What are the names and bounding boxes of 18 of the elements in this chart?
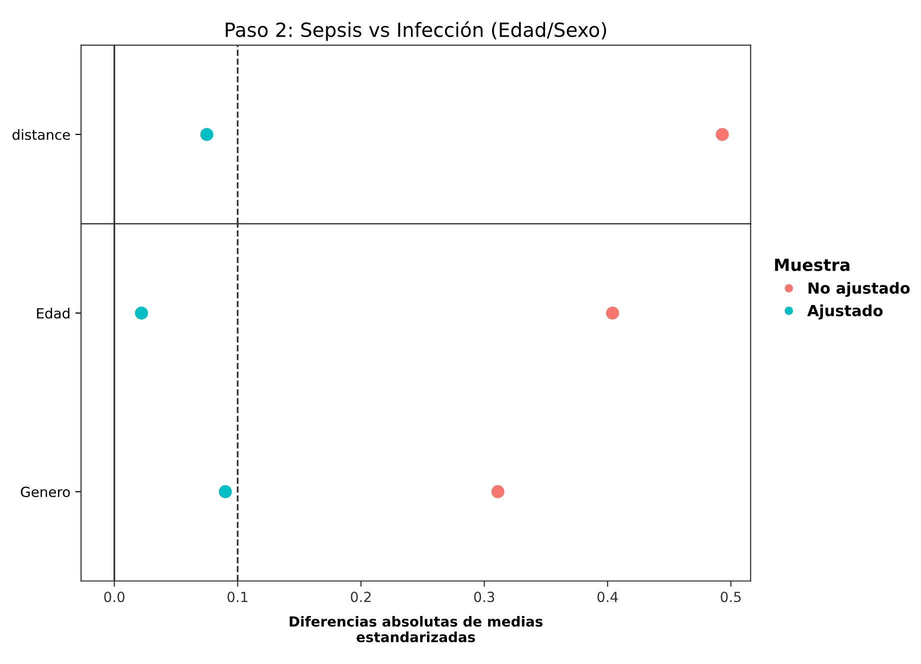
point: [606, 306, 620, 320]
x-tick-label: 0.5: [720, 592, 741, 602]
x-axis-title: Diferencias absolutas de medias estandarizadas: [290, 616, 543, 642]
x-tick-label: 0.2: [350, 592, 371, 602]
chart-title: Paso 2: Sepsis vs Infección (Edad/Sexo): [226, 21, 606, 41]
point: [218, 485, 232, 498]
y-tick-label: Edad: [37, 308, 70, 319]
legend-label: Ajustado: [807, 304, 883, 320]
legend-title: Muestra: [775, 258, 850, 272]
y-tick-label: Genero: [20, 486, 70, 498]
x-tick-label: 0.1: [228, 592, 248, 602]
point: [134, 306, 148, 320]
point: [491, 485, 504, 498]
x-tick-label: 0.3: [474, 592, 494, 602]
x-tick-label: 0.4: [597, 592, 618, 602]
legend-label: No ajustado: [808, 282, 910, 297]
x-tick-label: 0.0: [104, 592, 124, 602]
y-tick-label: distance: [12, 129, 70, 140]
